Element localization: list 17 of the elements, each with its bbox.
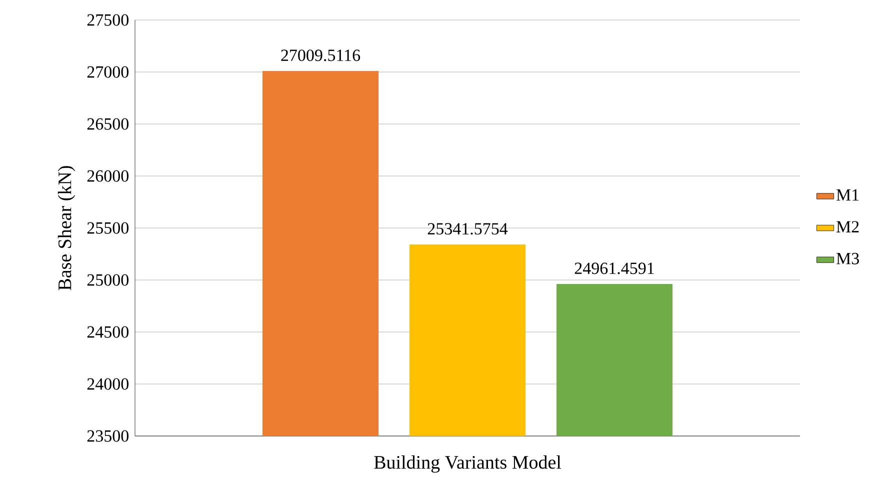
x-axis-title: Building Variants Model [374,455,562,473]
legend-label: M1 [836,189,859,201]
y-tick-label: 25500 [87,222,128,234]
y-tick-label: 23500 [87,430,128,442]
y-tick-label: 27000 [87,66,128,78]
y-tick-label: 24500 [87,326,128,338]
y-tick-label: 24000 [87,378,128,390]
y-tick-label: 26000 [87,170,128,182]
y-tick-label: 27500 [87,14,128,26]
data-label: 24961.4591 [574,262,654,274]
data-label: 25341.5754 [428,223,508,235]
legend-label: M2 [836,221,859,232]
y-tick-label: 26500 [87,118,128,130]
legend-label: M3 [836,252,859,264]
y-axis-title: Base Shear (kN) [58,166,76,290]
data-label: 27009.5116 [281,50,360,62]
y-tick-label: 25000 [87,274,128,286]
